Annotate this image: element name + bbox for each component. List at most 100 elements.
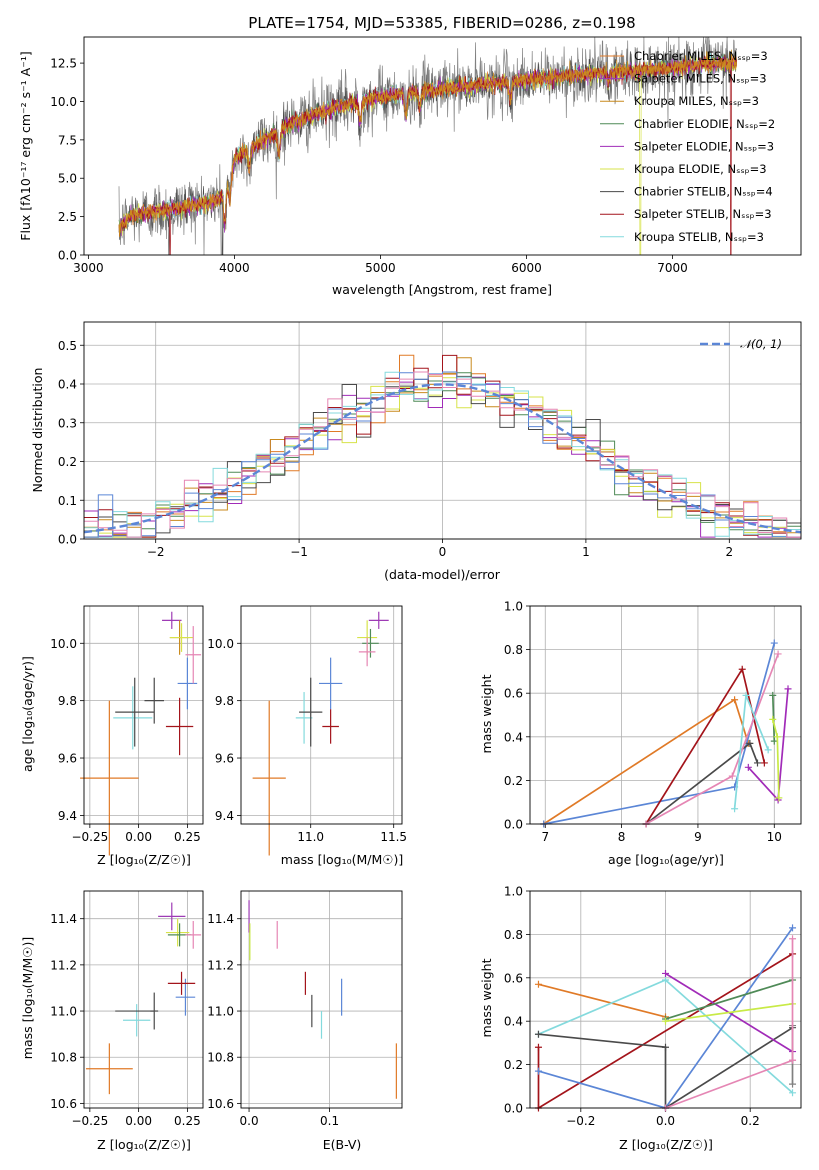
x-tick-label: 0.0 [656,1114,675,1128]
x-tick-label: 8 [618,830,626,844]
x-tick-label: 0.25 [174,1114,201,1128]
axes-frame [529,605,802,825]
residuals-plot: −2 −1 0 1 2 0.0 0.1 0.2 0.3 0.4 0.5 𝒩(0, 1) [58,321,802,559]
weight-vs-z-panel: −0.2 0.0 0.2 0.0 0.2 0.4 0.6 0.8 1.0 Z [log₁₀(Z/… [479,885,802,1152]
x-tick-label: 0.0 [240,1114,259,1128]
weight-marker [662,1043,669,1051]
spectrum-ylabel: Flux [fλ10⁻¹⁷ erg cm⁻² s⁻¹ A⁻¹] [18,51,33,240]
x-tick-label: 0.25 [174,830,201,844]
y-tick-label: 11.0 [207,1005,234,1019]
y-tick-label: 10.6 [207,1097,234,1111]
x-tick-label: 0.00 [125,1114,152,1128]
legend-label: Chabrier MILES, Nₛₛₚ=3 [634,49,768,63]
y-tick-label: 10.0 [50,95,77,109]
y-tick-label: 0.8 [504,928,523,942]
legend-label: Kroupa ELODIE, Nₛₛₚ=3 [634,162,767,176]
y-tick-label: 9.4 [58,809,77,823]
x-tick-label: −2 [147,545,165,559]
weight-marker [753,759,761,767]
x-tick-label: 11.0 [297,830,324,844]
weight-marker [789,924,797,932]
axes-frame [83,605,204,825]
y-tick-label: 0.4 [504,730,523,744]
weight-line [665,979,793,1020]
y-tick-label: 10.0 [207,637,234,651]
weight-line [538,983,666,1018]
weight-marker [769,691,777,699]
spectrum-plot: 3000 4000 5000 6000 7000 0.0 2.5 5.0 7.5 10.0 12.5… [50,36,802,275]
mass-vs-z-plot: −0.25 0.00 0.25 10.6 10.8 11.0 11.2 11.4 [50,890,204,1128]
weight-marker [534,980,542,988]
x-tick-label: −0.2 [566,1114,595,1128]
x-tick-label: 10 [767,830,782,844]
mass-vs-z-ylabel: mass [log₁₀(M/M☉)] [20,937,35,1059]
weight-marker [764,746,772,754]
weight-marker [534,1030,542,1038]
weight-line [665,1059,793,1109]
weight-vs-z-xlabel: Z [log₁₀(Z/Z☉)] [619,1137,713,1152]
legend-label: Salpeter STELIB, Nₛₛₚ=3 [634,207,772,221]
weight-line [771,695,776,742]
weight-line [747,688,789,803]
x-tick-label: −0.25 [71,1114,108,1128]
legend-label: Salpeter ELODIE, Nₛₛₚ=3 [634,139,774,153]
weight-marker [760,759,768,767]
weight-marker [789,1089,797,1097]
axes-frame [83,321,802,540]
y-tick-label: 2.5 [58,210,77,224]
legend-label: 𝒩(0, 1) [740,337,782,351]
weight-marker [784,685,792,693]
y-tick-label: 10.8 [50,1051,77,1065]
weight-marker [731,805,739,813]
model-spectrum-kroupa-miles [118,49,738,237]
x-tick-label: 0.1 [320,1114,339,1128]
weight-marker [789,935,797,943]
y-tick-label: 0.2 [58,455,77,469]
x-tick-label: 3000 [73,261,104,275]
y-tick-label: 10.6 [50,1097,77,1111]
residuals-xlabel: (data-model)/error [384,567,501,582]
weight-marker [769,715,777,723]
age-vs-z-plot: −0.25 0.00 0.25 9.4 9.6 9.8 10.0 [50,605,204,856]
y-tick-label: 0.4 [504,1015,523,1029]
y-tick-label: 11.2 [50,958,77,972]
legend-label: Chabrier STELIB, Nₛₛₚ=4 [634,185,773,199]
x-tick-label: 0 [439,545,447,559]
age-vs-mass-plot: 11.0 11.5 9.4 9.6 9.8 10.0 [207,605,407,856]
gaussian-curve [83,383,802,534]
weight-marker [662,969,669,977]
weight-marker [534,1043,542,1051]
residuals-ylabel: Normed distribution [30,368,45,493]
y-tick-label: 0.4 [58,378,77,392]
x-tick-label: 11.5 [380,830,407,844]
x-tick-label: 7000 [657,261,688,275]
x-tick-label: 1 [582,545,590,559]
legend-label: Salpeter MILES, Nₛₛₚ=3 [634,72,767,86]
weight-marker [789,1056,797,1064]
weight-line [543,698,750,825]
age-vs-mass-panel: 11.0 11.5 9.4 9.6 9.8 10.0 mass [log₁₀(M/M☉)] [207,605,407,867]
spectrum-xlabel: wavelength [Angstrom, rest frame] [332,282,552,297]
weight-marker [775,794,783,802]
y-tick-label: 0.2 [504,1058,523,1072]
weight-marker [738,665,746,673]
y-tick-label: 11.4 [207,912,234,926]
weight-marker [742,691,750,699]
weight-marker [789,1080,797,1088]
y-tick-label: 0.6 [504,687,523,701]
y-tick-label: 1.0 [504,600,523,614]
age-vs-z-xlabel: Z [log₁₀(Z/Z☉)] [97,852,191,867]
weight-line [538,1026,793,1110]
mass-vs-ebv-xlabel: E(B-V) [323,1137,362,1152]
weight-vs-age-panel: 7 8 9 10 0.0 0.2 0.4 0.6 0.8 1.0 age [log₁₀(age/y… [479,600,802,867]
y-tick-label: 0.0 [504,1102,523,1116]
y-tick-label: 11.2 [207,958,234,972]
y-tick-label: 7.5 [58,133,77,147]
x-tick-label: 6000 [511,261,542,275]
weight-vs-age-xlabel: age [log₁₀(age/yr)] [608,852,724,867]
age-vs-z-ylabel: age [log₁₀(age/yr)] [20,656,35,772]
y-tick-label: 0.6 [504,971,523,985]
mass-vs-z-xlabel: Z [log₁₀(Z/Z☉)] [97,1137,191,1152]
spectrum-title: PLATE=1754, MJD=53385, FIBERID=0286, z=0… [248,14,635,32]
